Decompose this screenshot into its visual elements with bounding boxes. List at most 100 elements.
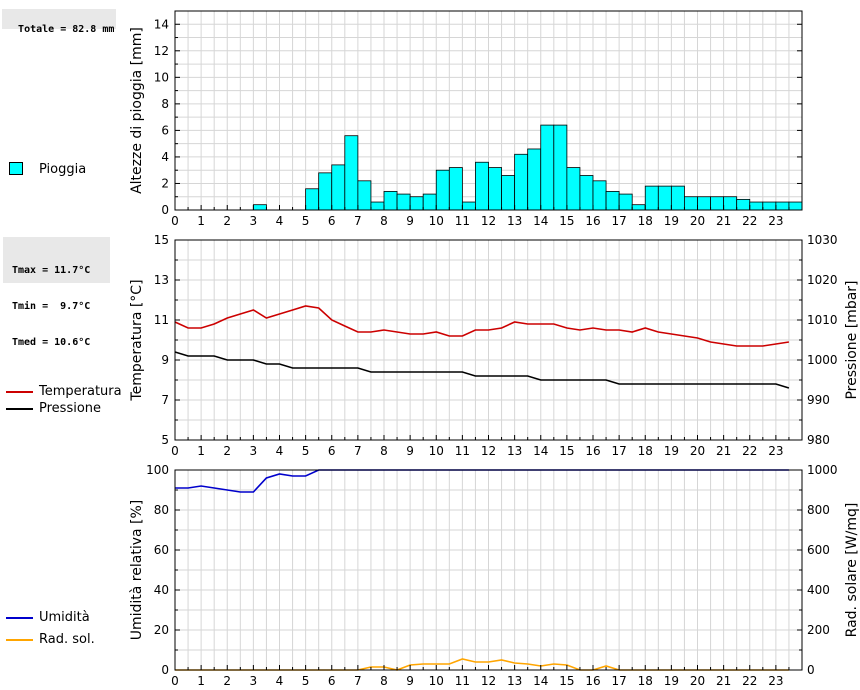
y-tick-label: 0 [161,203,169,217]
x-tick-label: 14 [533,444,548,458]
rain-bar [710,196,725,211]
x-tick-label: 1 [197,444,205,458]
rain-bar [540,124,555,211]
x-tick-label: 2 [223,674,231,688]
y-tick-label: 11 [154,313,169,327]
x-tick-label: 4 [276,444,284,458]
x-tick-label: 19 [664,674,679,688]
y-axis-label: Temperatura [°C] [129,279,145,401]
rain-bar [435,169,450,211]
x-tick-label: 0 [171,214,179,228]
x-tick-label: 7 [354,444,362,458]
x-tick-label: 21 [716,214,731,228]
x-tick-label: 6 [328,214,336,228]
rain-bar [344,135,359,211]
x-tick-label: 20 [690,444,705,458]
x-tick-label: 6 [328,674,336,688]
rain-bar [579,175,594,211]
rain-bar [331,164,346,211]
rain-bar [631,204,646,211]
rain-bar [357,180,372,211]
rain-bar [370,201,385,211]
y-tick-label: 9 [161,353,169,367]
y2-axis-label: Pressione [mbar] [844,280,860,399]
x-tick-label: 13 [507,214,522,228]
y2-tick-label: 0 [807,663,815,677]
x-tick-label: 7 [354,674,362,688]
legend-rain-label: Pioggia [39,162,87,177]
x-tick-label: 23 [768,674,783,688]
x-tick-label: 0 [171,674,179,688]
rain-bar [475,161,489,211]
rain-bar [305,188,320,211]
rain-bar [657,185,672,211]
rain-bar [775,201,790,211]
x-tick-label: 10 [429,674,444,688]
radiation-line [175,658,789,671]
x-tick-label: 1 [197,674,205,688]
rain-bar [618,193,633,211]
x-tick-label: 4 [276,214,284,228]
y-tick-label: 14 [154,17,169,31]
x-tick-label: 9 [406,674,414,688]
x-tick-label: 1 [197,214,205,228]
x-tick-label: 18 [638,214,653,228]
humidity-line [175,469,789,493]
x-tick-label: 20 [690,674,705,688]
y-tick-label: 40 [154,583,169,597]
x-tick-label: 10 [429,444,444,458]
x-tick-label: 18 [638,674,653,688]
legend-rain-swatch [9,162,23,175]
legend-humidity-label: Umidità [39,610,90,625]
rain-bar [670,185,685,211]
x-tick-label: 12 [481,214,496,228]
x-tick-label: 19 [664,444,679,458]
rain-bar [684,196,698,211]
x-tick-label: 15 [559,444,574,458]
x-tick-label: 9 [406,214,414,228]
x-tick-label: 17 [611,214,626,228]
x-tick-label: 16 [585,214,600,228]
x-tick-label: 21 [716,674,731,688]
y-tick-label: 7 [161,393,169,407]
tmin-text: Tmin = 9.7°C [12,301,91,312]
x-tick-label: 16 [585,444,600,458]
x-tick-label: 23 [768,214,783,228]
y2-tick-label: 1030 [807,233,838,247]
rain-bar [788,201,803,211]
rain-bar [488,167,502,211]
rain-bar [592,180,607,211]
y2-tick-label: 200 [807,623,830,637]
rain-bar [697,196,711,211]
rain-bar [501,175,516,211]
x-tick-label: 9 [406,444,414,458]
rain-bar [566,167,581,211]
x-tick-label: 18 [638,444,653,458]
y2-tick-label: 1020 [807,273,838,287]
x-tick-label: 19 [664,214,679,228]
y2-tick-label: 990 [807,393,830,407]
y-tick-label: 2 [161,176,169,190]
x-tick-label: 10 [429,214,444,228]
x-tick-label: 17 [611,674,626,688]
x-tick-label: 5 [302,214,310,228]
x-tick-label: 15 [559,214,574,228]
pressure-line [174,351,790,389]
x-tick-label: 12 [481,674,496,688]
y-tick-label: 60 [154,543,169,557]
x-tick-label: 8 [380,674,388,688]
x-tick-label: 11 [455,674,470,688]
rain-bar [383,191,398,211]
legend-pressure-line [6,408,33,410]
x-tick-label: 3 [250,444,258,458]
rain-bar [252,204,267,211]
panel-1 [174,239,803,441]
y2-tick-label: 600 [807,543,830,557]
rain-bar [762,201,777,211]
y-tick-label: 4 [161,150,169,164]
y-tick-label: 5 [161,433,169,447]
legend-temperature-label: Temperatura [39,384,122,399]
legend-radiation-label: Rad. sol. [39,632,95,647]
rain-bar [736,198,751,211]
panel-0 [174,10,803,211]
